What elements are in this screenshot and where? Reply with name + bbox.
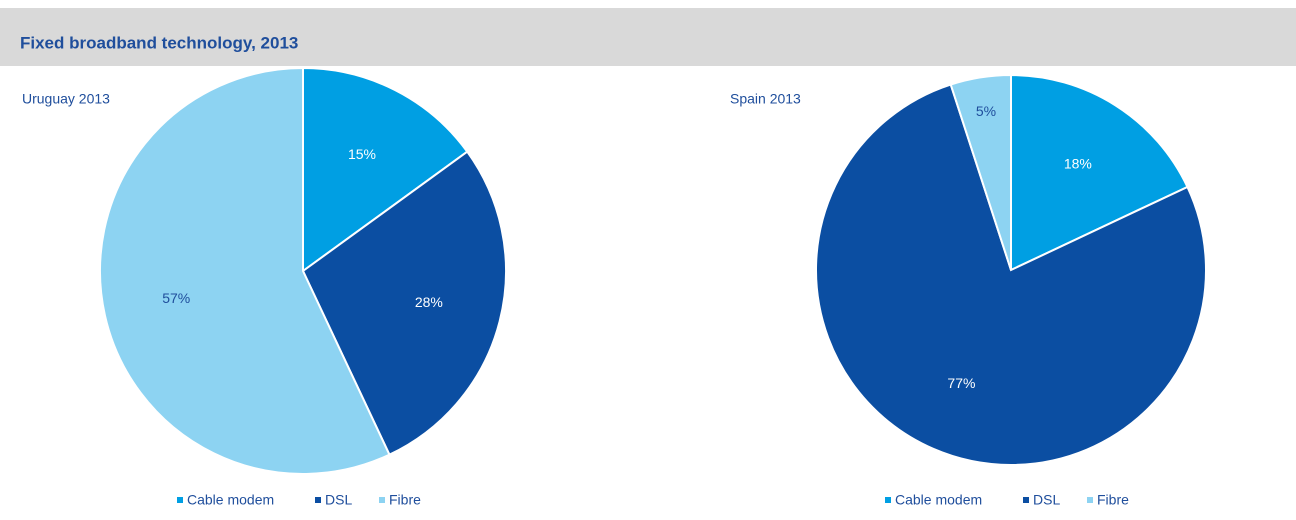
legend-label: DSL — [1033, 492, 1060, 508]
pie-slice — [1010, 73, 1189, 272]
chart-title: Spain 2013 — [730, 91, 801, 107]
data-label: 15% — [348, 146, 376, 162]
pie-slice — [815, 83, 1207, 466]
legend-label: Cable modem — [895, 492, 982, 508]
header-band — [0, 8, 1296, 66]
chart-title: Uruguay 2013 — [22, 91, 110, 107]
data-label: 77% — [947, 375, 975, 391]
legend-label: DSL — [325, 492, 352, 508]
data-label: 5% — [976, 103, 996, 119]
data-label: 28% — [415, 294, 443, 310]
legend-marker — [379, 497, 385, 503]
pie-slice — [302, 66, 469, 273]
legend-marker — [1023, 497, 1029, 503]
legend-label: Cable modem — [187, 492, 274, 508]
legend-marker — [177, 497, 183, 503]
legend-label: Fibre — [389, 492, 421, 508]
data-label: 18% — [1064, 155, 1092, 171]
legend-marker — [1087, 497, 1093, 503]
legend-marker — [315, 497, 321, 503]
legend-marker — [885, 497, 891, 503]
header-title: Fixed broadband technology, 2013 — [20, 33, 298, 52]
pie-slice — [949, 73, 1012, 271]
legend-label: Fibre — [1097, 492, 1129, 508]
data-label: 57% — [162, 290, 190, 306]
pie-slice — [99, 66, 391, 475]
pie-slice — [301, 150, 507, 457]
